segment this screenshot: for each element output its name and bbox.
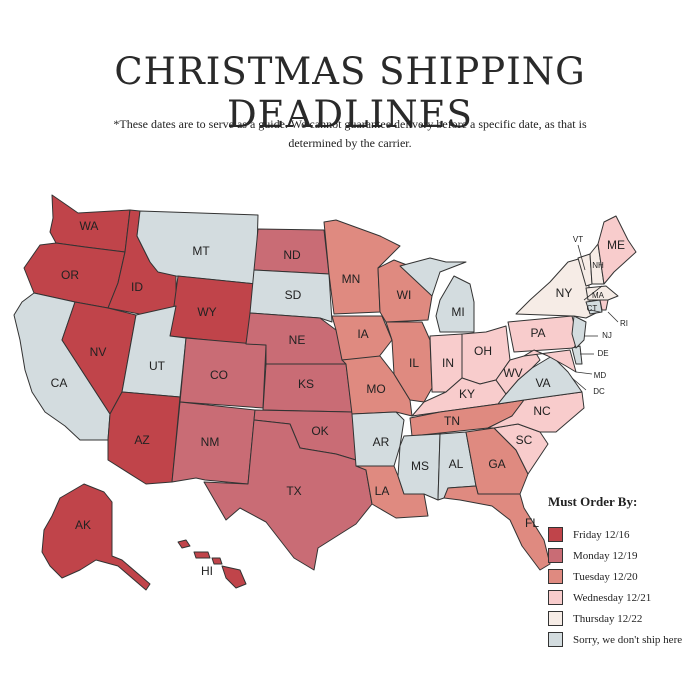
legend-label: Tuesday 12/20 — [573, 570, 638, 583]
legend-label: Wednesday 12/21 — [573, 591, 652, 604]
state-LA[interactable] — [355, 465, 429, 519]
label-CT: CT — [587, 304, 598, 313]
legend-label: Thursday 12/22 — [573, 612, 643, 625]
label-MS: MS — [411, 459, 429, 473]
legend-title: Must Order By: — [548, 494, 638, 509]
state-AK[interactable] — [41, 483, 151, 591]
label-OK: OK — [311, 424, 328, 438]
label-AK: AK — [75, 518, 91, 532]
legend-swatch — [548, 527, 563, 542]
label-NY: NY — [556, 286, 573, 300]
label-HI: HI — [201, 564, 213, 578]
label-MT: MT — [192, 244, 210, 258]
legend-label: Sorry, we don't ship here — [573, 633, 683, 646]
label-AR: AR — [373, 435, 390, 449]
label-NM: NM — [201, 435, 220, 449]
label-ID: ID — [131, 280, 143, 294]
legend: Must Order By: Friday 12/16 Monday 12/19… — [548, 494, 700, 650]
state-NJ[interactable] — [571, 315, 587, 349]
label-DC: DC — [593, 387, 605, 396]
label-TN: TN — [444, 414, 460, 428]
callout-lines — [571, 244, 619, 391]
state-HI[interactable] — [177, 539, 247, 589]
label-NC: NC — [533, 404, 551, 418]
state-FL[interactable] — [443, 485, 551, 571]
legend-item-tuesday: Tuesday 12/20 — [548, 566, 700, 587]
state-TX[interactable] — [203, 419, 373, 571]
label-FL: FL — [525, 516, 539, 530]
label-ME: ME — [607, 238, 625, 252]
label-IL: IL — [409, 356, 419, 370]
label-OH: OH — [474, 344, 492, 358]
label-WA: WA — [80, 219, 99, 233]
state-CT[interactable] — [585, 299, 603, 315]
label-SC: SC — [516, 433, 533, 447]
state-SD[interactable] — [249, 269, 333, 323]
label-VT: VT — [573, 235, 583, 244]
legend-swatch — [548, 569, 563, 584]
legend-item-monday: Monday 12/19 — [548, 545, 700, 566]
label-RI: RI — [620, 319, 628, 328]
label-WY: WY — [197, 305, 216, 319]
legend-item-friday: Friday 12/16 — [548, 524, 700, 545]
label-KY: KY — [459, 387, 475, 401]
label-LA: LA — [375, 484, 390, 498]
state-MT[interactable] — [136, 210, 259, 285]
state-ME[interactable] — [597, 215, 637, 285]
label-MA: MA — [592, 291, 605, 300]
label-VA: VA — [535, 376, 550, 390]
legend-swatch — [548, 548, 563, 563]
legend-swatch — [548, 632, 563, 647]
state-labels: WA OR ID NV WY AZ AK HI CA MT UT SD AR M… — [51, 219, 628, 578]
label-GA: GA — [488, 457, 505, 471]
label-NH: NH — [592, 261, 604, 270]
label-NE: NE — [289, 333, 306, 347]
state-WV[interactable] — [495, 349, 541, 395]
legend-label: Monday 12/19 — [573, 549, 638, 562]
label-TX: TX — [286, 484, 301, 498]
state-MD[interactable] — [523, 349, 577, 373]
label-PA: PA — [530, 326, 545, 340]
legend-item-thursday: Thursday 12/22 — [548, 608, 700, 629]
label-MI: MI — [451, 305, 464, 319]
label-NJ: NJ — [602, 331, 612, 340]
label-WI: WI — [397, 288, 412, 302]
state-NY[interactable] — [515, 257, 599, 319]
label-IN: IN — [442, 356, 454, 370]
legend-label: Friday 12/16 — [573, 528, 630, 541]
label-AZ: AZ — [134, 433, 149, 447]
label-AL: AL — [449, 457, 464, 471]
state-RI[interactable] — [599, 299, 609, 311]
label-MO: MO — [366, 382, 385, 396]
label-IA: IA — [357, 327, 368, 341]
page-title: CHRISTMAS SHIPPING DEADLINES — [114, 50, 586, 136]
label-MD: MD — [594, 371, 607, 380]
label-SD: SD — [285, 288, 302, 302]
state-MI[interactable] — [399, 257, 475, 333]
label-ND: ND — [283, 248, 301, 262]
label-CO: CO — [210, 368, 228, 382]
label-OR: OR — [61, 268, 79, 282]
label-WV: WV — [503, 366, 522, 380]
label-DE: DE — [597, 349, 608, 358]
label-NV: NV — [90, 345, 107, 359]
legend-item-wednesday: Wednesday 12/21 — [548, 587, 700, 608]
label-KS: KS — [298, 377, 314, 391]
legend-item-no-shipping: Sorry, we don't ship here — [548, 629, 700, 650]
state-MA[interactable] — [585, 285, 619, 301]
disclaimer-text: *These dates are to serve as a guide. We… — [113, 117, 587, 150]
legend-swatch — [548, 590, 563, 605]
legend-swatch — [548, 611, 563, 626]
label-UT: UT — [149, 359, 166, 373]
label-MN: MN — [342, 272, 361, 286]
label-CA: CA — [51, 376, 68, 390]
